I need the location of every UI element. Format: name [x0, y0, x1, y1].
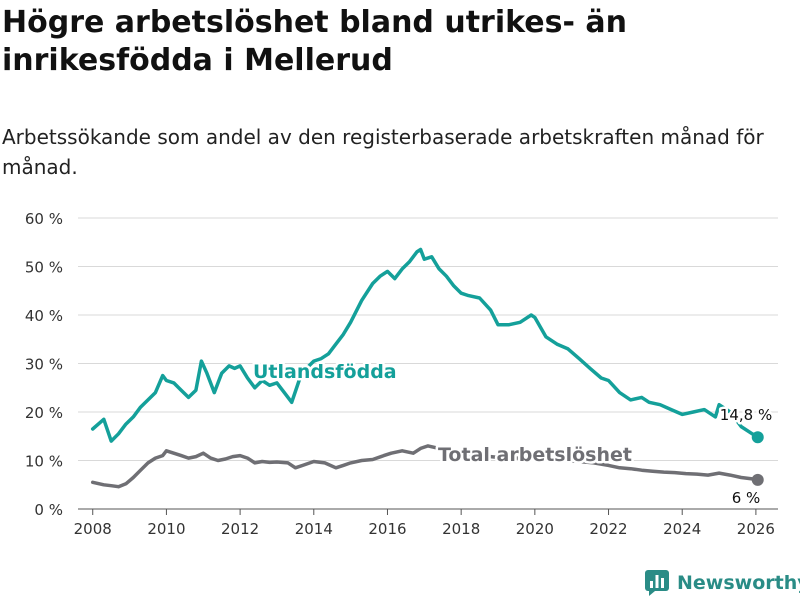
end-point-total	[751, 473, 764, 486]
chart-title: Högre arbetslöshet bland utrikes- än inr…	[2, 5, 627, 78]
series-line-foreign-born	[90, 247, 760, 443]
x-tick-label: 2012	[221, 520, 259, 538]
end-value-label-total: 6 %	[732, 489, 761, 507]
series-label-total: Total arbetslöshet	[438, 444, 632, 466]
x-tick-label: 2014	[295, 520, 333, 538]
y-tick-label: 50 %	[25, 259, 63, 277]
chart-subtitle: Arbetssökande som andel av den registerb…	[2, 125, 764, 179]
end-value-label-foreign-born: 14,8 %	[720, 406, 772, 424]
y-tick-label: 40 %	[25, 307, 63, 325]
x-tick-label: 2024	[663, 520, 701, 538]
newsworthy-logo-icon	[645, 570, 669, 596]
series-label-foreign-born: Utlandsfödda	[253, 361, 397, 383]
newsworthy-brand[interactable]: Newsworthy	[644, 568, 800, 598]
series-labels: Utlandsfödda Total arbetslöshet 14,8 % 6 %	[251, 359, 775, 510]
series-lines	[90, 247, 764, 489]
x-tick-label: 2020	[516, 520, 554, 538]
y-tick-label: 60 %	[25, 210, 63, 228]
y-tick-label: 0 %	[34, 501, 63, 519]
y-tick-label: 20 %	[25, 404, 63, 422]
x-tick-label: 2026	[737, 520, 775, 538]
x-tick-label: 2010	[147, 520, 185, 538]
axes: 0 % 10 % 20 % 30 % 40 % 50 % 60 % 2008 2010 2012 2…	[25, 210, 778, 538]
x-tick-label: 2016	[368, 520, 406, 538]
grid-lines	[78, 217, 778, 461]
brand-name: Newsworthy	[677, 572, 800, 594]
x-tick-label: 2018	[442, 520, 480, 538]
x-tick-label: 2022	[589, 520, 627, 538]
y-tick-label: 10 %	[25, 453, 63, 471]
end-point-foreign-born	[751, 431, 764, 444]
y-tick-label: 30 %	[25, 356, 63, 374]
x-tick-label: 2008	[74, 520, 112, 538]
series-line-total	[90, 444, 760, 489]
